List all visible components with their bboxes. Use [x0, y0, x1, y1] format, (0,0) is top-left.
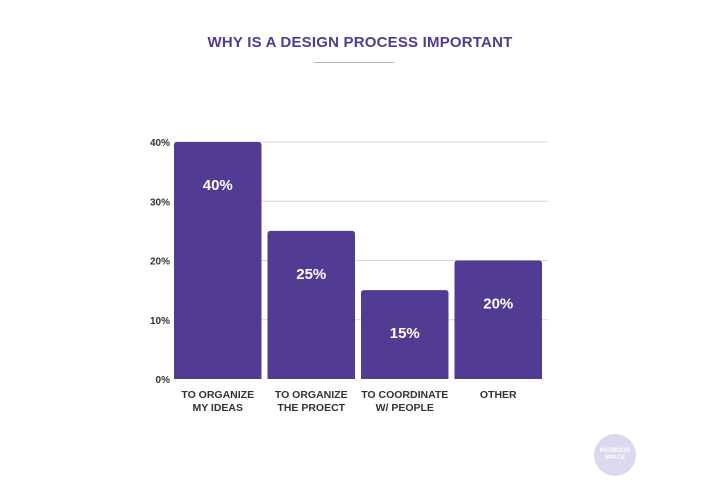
bar	[267, 230, 355, 379]
data-label: 25%	[296, 266, 326, 283]
bar	[361, 290, 449, 379]
data-label: 20%	[483, 296, 513, 313]
harbour-space-logo: HARBOUR SPACE	[594, 434, 636, 476]
y-tick-label: 10%	[150, 316, 170, 327]
data-label: 15%	[390, 325, 420, 342]
category-label: W/ PEOPLE	[376, 402, 434, 414]
bar	[174, 142, 262, 379]
category-label: OTHER	[480, 389, 517, 401]
y-tick-label: 20%	[150, 257, 170, 268]
category-label: THE PROECT	[277, 402, 345, 414]
category-label: TO COORDINATE	[361, 389, 448, 401]
title-underline	[314, 62, 394, 63]
y-tick-label: 0%	[156, 375, 171, 386]
category-label: TO ORGANIZE	[275, 389, 348, 401]
y-tick-label: 30%	[150, 197, 170, 208]
category-label: MY IDEAS	[192, 402, 243, 414]
category-label: TO ORGANIZE	[181, 389, 254, 401]
data-label: 40%	[203, 177, 233, 194]
y-tick-label: 40%	[150, 138, 170, 149]
bar	[454, 260, 542, 379]
chart-title: WHY IS A DESIGN PROCESS IMPORTANT	[207, 34, 513, 51]
